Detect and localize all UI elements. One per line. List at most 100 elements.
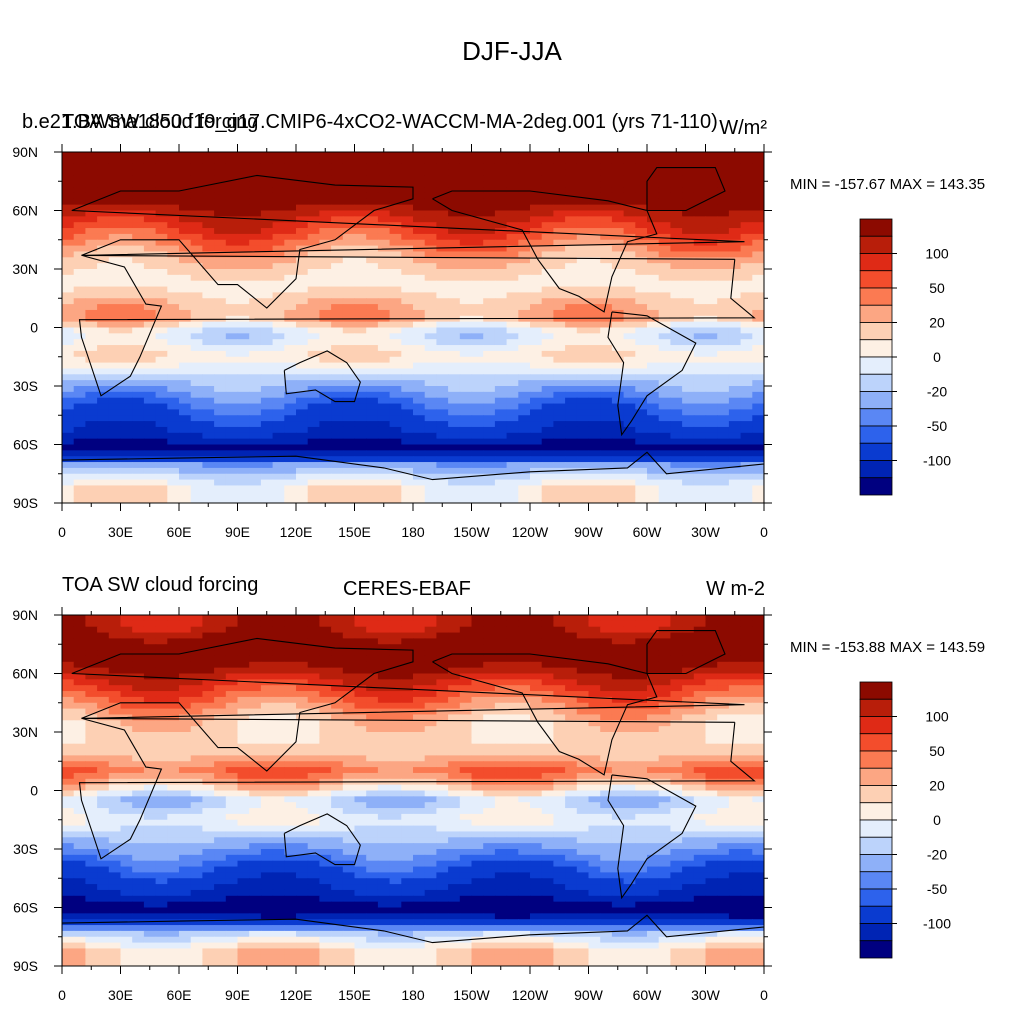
map-cell bbox=[260, 732, 274, 739]
map-cell bbox=[389, 333, 402, 340]
map-cell bbox=[389, 327, 402, 334]
map-cell bbox=[401, 661, 414, 669]
map-cell bbox=[202, 175, 215, 182]
map-cell bbox=[541, 456, 554, 463]
map-cell bbox=[494, 644, 508, 651]
map-cell bbox=[459, 309, 473, 317]
map-cell bbox=[600, 286, 613, 293]
map-cell bbox=[249, 157, 262, 165]
map-cell bbox=[389, 251, 402, 258]
map-cell bbox=[237, 673, 250, 680]
map-cell bbox=[260, 374, 274, 381]
map-cell bbox=[284, 638, 297, 645]
map-cell bbox=[284, 228, 297, 235]
map-cell bbox=[366, 702, 379, 710]
colorbar-swatch bbox=[859, 270, 893, 289]
map-cell bbox=[190, 696, 203, 704]
map-cell bbox=[214, 257, 227, 264]
map-cell bbox=[225, 286, 239, 293]
map-cell bbox=[565, 432, 578, 440]
map-cell bbox=[225, 702, 239, 710]
map-cell bbox=[576, 222, 590, 229]
map-cell bbox=[518, 638, 531, 645]
map-cell bbox=[73, 257, 86, 264]
map-cell bbox=[237, 655, 250, 663]
map-cell bbox=[623, 356, 636, 364]
map-cell bbox=[190, 415, 203, 422]
map-cell bbox=[740, 163, 753, 171]
map-cell bbox=[272, 714, 285, 721]
map-cell bbox=[249, 192, 262, 200]
map-cell bbox=[319, 356, 332, 364]
map-cell bbox=[494, 169, 508, 176]
map-cell bbox=[225, 298, 239, 305]
map-cell bbox=[576, 163, 590, 171]
map-cell bbox=[366, 345, 379, 352]
map-cell bbox=[740, 216, 753, 223]
map-cell bbox=[331, 309, 344, 317]
map-cell bbox=[658, 415, 671, 422]
map-cell bbox=[436, 350, 449, 358]
map-cell bbox=[635, 228, 648, 235]
map-cell bbox=[401, 374, 414, 381]
map-cell bbox=[62, 714, 75, 721]
map-cell bbox=[214, 696, 227, 704]
map-cell bbox=[576, 257, 590, 264]
map-cell bbox=[728, 438, 742, 446]
map-cell bbox=[225, 708, 239, 716]
map-cell bbox=[307, 444, 320, 451]
map-cell bbox=[260, 655, 274, 663]
map-cell bbox=[249, 169, 262, 176]
map-cell bbox=[319, 216, 332, 223]
map-cell bbox=[530, 333, 543, 340]
map-cell bbox=[623, 403, 636, 410]
map-cell bbox=[366, 251, 379, 258]
map-cell bbox=[284, 708, 297, 716]
map-cell bbox=[647, 432, 660, 440]
map-cell bbox=[120, 304, 133, 311]
map-cell bbox=[401, 667, 414, 675]
map-cell bbox=[530, 615, 543, 622]
map-cell bbox=[728, 696, 742, 704]
map-cell bbox=[237, 714, 250, 721]
map-cell bbox=[155, 679, 168, 686]
map-cell bbox=[120, 720, 133, 727]
map-cell bbox=[623, 368, 636, 375]
map-cell bbox=[506, 222, 519, 229]
map-cell bbox=[436, 333, 449, 340]
map-cell bbox=[155, 696, 168, 704]
map-cell bbox=[518, 192, 531, 200]
map-cell bbox=[237, 239, 250, 247]
map-cell bbox=[190, 228, 203, 235]
map-cell bbox=[389, 673, 402, 680]
map-cell bbox=[120, 696, 133, 704]
map-cell bbox=[354, 280, 367, 288]
map-cell bbox=[214, 661, 227, 669]
map-cell bbox=[214, 216, 227, 223]
map-cell bbox=[494, 216, 508, 223]
map-cell bbox=[600, 691, 613, 698]
map-cell bbox=[693, 228, 707, 235]
map-cell bbox=[506, 679, 519, 686]
map-cell bbox=[108, 655, 122, 663]
map-cell bbox=[132, 181, 145, 188]
map-cell bbox=[214, 187, 227, 194]
map-cell bbox=[413, 339, 426, 346]
map-cell bbox=[576, 650, 590, 657]
map-cell bbox=[623, 380, 636, 387]
map-cell bbox=[600, 181, 613, 188]
coastline bbox=[62, 451, 764, 503]
map-cell bbox=[717, 438, 730, 446]
map-cell bbox=[354, 292, 367, 299]
map-cell bbox=[682, 263, 695, 270]
map-cell bbox=[249, 644, 262, 651]
map-cell bbox=[120, 152, 133, 159]
map-cell bbox=[717, 157, 730, 165]
map-cell bbox=[588, 714, 601, 721]
map-cell bbox=[331, 450, 344, 457]
map-cell bbox=[214, 426, 227, 434]
map-cell bbox=[623, 467, 636, 475]
map-cell bbox=[73, 286, 86, 293]
map-cell bbox=[389, 491, 402, 498]
map-cell bbox=[307, 702, 320, 710]
